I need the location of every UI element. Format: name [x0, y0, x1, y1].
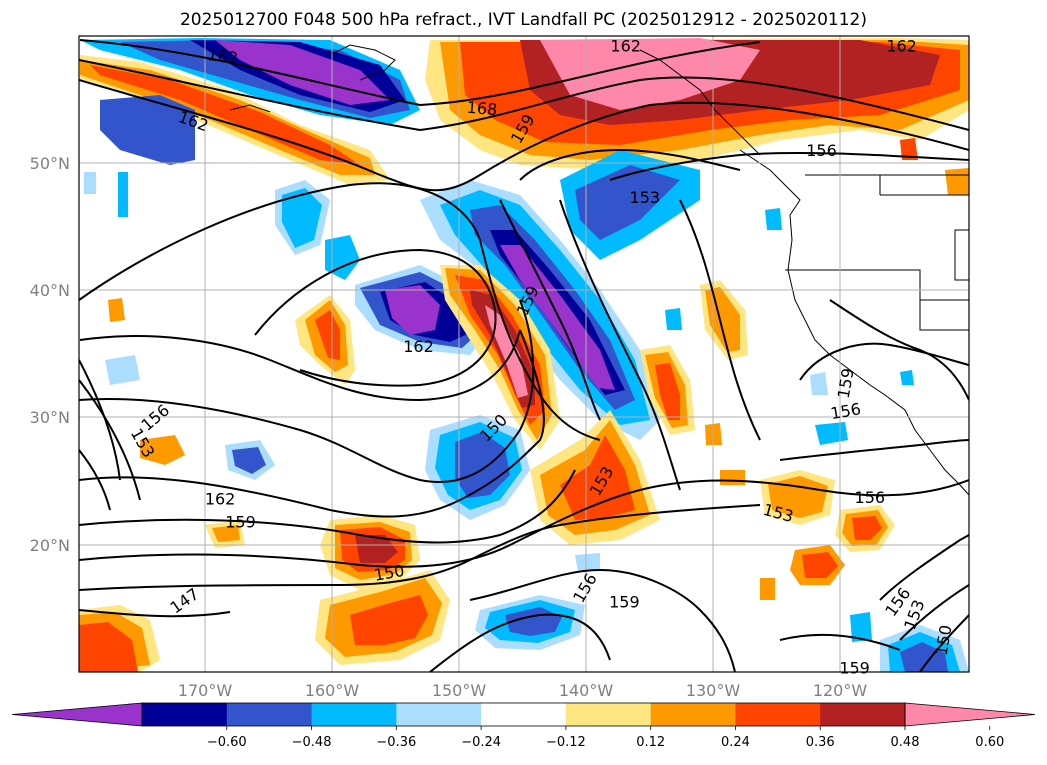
colorbar-segment	[735, 703, 821, 726]
colorbar-tick-label: −0.36	[376, 735, 416, 750]
contour-label: 156	[855, 488, 886, 507]
gridlines	[79, 36, 969, 672]
contour-label: 159	[609, 593, 640, 612]
map-frame	[78, 35, 970, 673]
colorbar-segment	[650, 703, 736, 726]
colorbar-tick-label: 0.12	[636, 735, 665, 750]
colorbar-extend-low	[11, 702, 143, 727]
colorbar-frame	[141, 702, 906, 727]
shading-layer	[79, 38, 969, 672]
colorbar: −0.60 −0.48 −0.36 −0.24 −0.12 0.12 0.24 0.36 0.4…	[11, 702, 1036, 750]
lon-label-170w: 170°W	[178, 681, 233, 700]
contour-label: 153	[630, 188, 661, 207]
lat-label-30n: 30°N	[30, 408, 70, 427]
lon-label-140w: 140°W	[559, 681, 614, 700]
colorbar-extend-high	[904, 702, 1036, 727]
colorbar-tick-label: −0.12	[546, 735, 586, 750]
map-area	[79, 36, 969, 672]
colorbar-segment	[396, 703, 482, 726]
colorbar-segment	[481, 703, 567, 726]
contour-label: 168	[466, 98, 498, 120]
colorbar-tick-label: 0.36	[806, 735, 835, 750]
contour-label: 162	[610, 37, 641, 56]
lat-label-50n: 50°N	[30, 154, 70, 173]
lon-label-120w: 120°W	[813, 681, 868, 700]
contour-label: 159	[839, 659, 870, 678]
lon-label-150w: 150°W	[432, 681, 487, 700]
contour-label: 159	[225, 512, 256, 531]
map-title: 2025012700 F048 500 hPa refract., IVT La…	[179, 10, 867, 30]
latitude-labels: 50°N 40°N 30°N 20°N	[30, 154, 70, 555]
colorbar-tick-label: −0.24	[461, 735, 501, 750]
colorbar-tick-label: −0.48	[292, 735, 332, 750]
colorbar-segment	[142, 703, 228, 726]
contour-label: 156	[806, 141, 837, 160]
colorbar-segment	[820, 703, 906, 726]
lon-label-160w: 160°W	[305, 681, 360, 700]
colorbar-segment	[311, 703, 397, 726]
colorbar-tick-label: −0.60	[207, 735, 247, 750]
colorbar-segment	[226, 703, 313, 726]
contour-label: 162	[205, 490, 236, 509]
colorbar-tick-label: 0.60	[975, 735, 1004, 750]
contour-label: 162	[403, 337, 434, 356]
colorbar-tick-label: 0.24	[721, 735, 750, 750]
height-contours	[79, 39, 969, 672]
lat-label-20n: 20°N	[30, 536, 70, 555]
contour-label: 162	[206, 45, 239, 68]
coastlines	[229, 44, 969, 496]
lon-label-130w: 130°W	[686, 681, 741, 700]
colorbar-segment	[565, 703, 652, 726]
contour-label: 162	[886, 37, 917, 56]
colorbar-tick-label: 0.48	[891, 735, 920, 750]
longitude-labels: 170°W 160°W 150°W 140°W 130°W 120°W	[178, 681, 868, 700]
lat-label-40n: 40°N	[30, 281, 70, 300]
